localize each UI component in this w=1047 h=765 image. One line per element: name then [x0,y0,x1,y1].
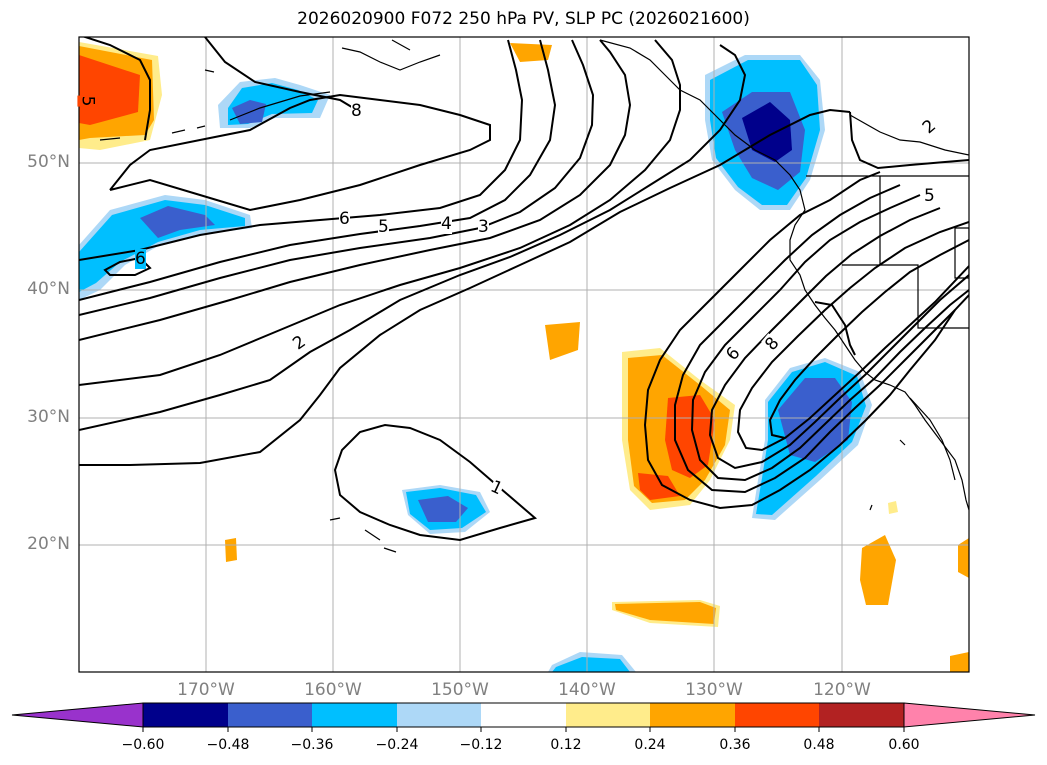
colorbar-tick: −0.36 [290,737,334,753]
slp-contours [79,37,969,542]
map-title: 2026020900 F072 250 hPa PV, SLP PC (2026… [297,9,750,29]
contour-label: 6 [135,249,146,269]
colorbar-tick: −0.24 [375,737,419,753]
colorbar-tick: −0.60 [121,737,165,753]
lon-label-170w: 170°W [177,680,235,700]
colorbar-tick: 0.48 [803,737,835,753]
lon-label-160w: 160°W [304,680,362,700]
pv-positive-shading [79,42,969,672]
contour-label: 6 [339,209,350,229]
contour-label: 4 [441,214,452,234]
lon-label-120w: 120°W [813,680,871,700]
colorbar-tick: 0.36 [719,737,751,753]
lon-label-130w: 130°W [685,680,743,700]
contour-label: 5 [924,186,935,206]
lon-label-140w: 140°W [558,680,616,700]
pv-negative-shading [79,55,872,672]
graticule [79,37,969,672]
colorbar-tick: 0.24 [634,737,666,753]
contour-label: 8 [351,101,362,121]
coastlines [99,39,969,553]
colorbar-tick: −0.12 [459,737,503,753]
contour-label: 5 [378,217,389,237]
colorbar-tick: 0.12 [550,737,582,753]
lat-label-50n: 50°N [27,152,70,172]
map-frame [78,36,970,673]
lat-label-30n: 30°N [27,407,70,427]
colorbar [11,702,1036,732]
lat-label-20n: 20°N [27,534,70,554]
colorbar-tick: −0.48 [206,737,250,753]
lon-label-150w: 150°W [431,680,489,700]
colorbar-tick: 0.60 [888,737,920,753]
contour-label: 3 [478,217,489,237]
contour-label: 5 [77,95,98,107]
lat-label-40n: 40°N [27,279,70,299]
